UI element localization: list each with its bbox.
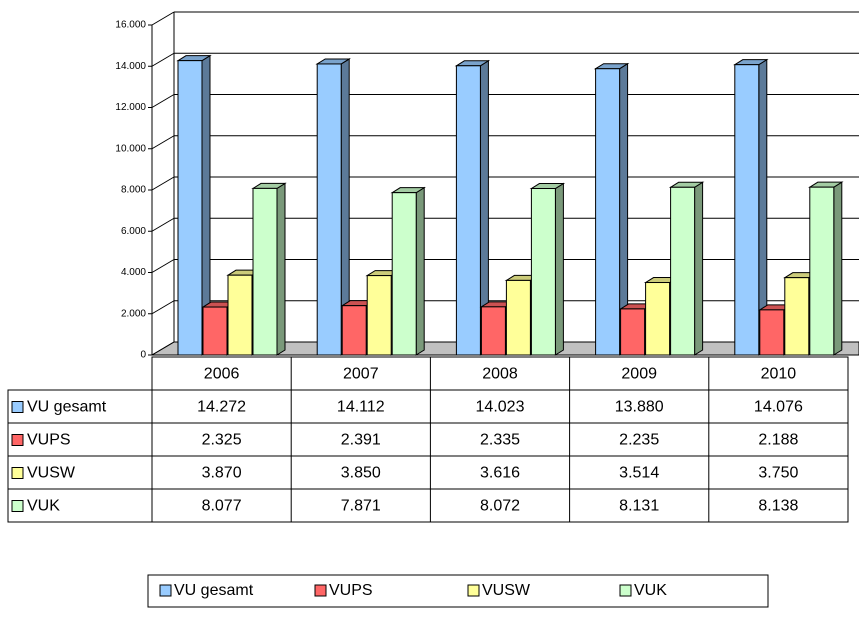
legend-swatch <box>619 584 632 597</box>
x-tick-label: 2010 <box>761 366 797 383</box>
data-label: 14.023 <box>476 399 525 416</box>
data-label: 8.072 <box>480 498 520 515</box>
y-tick-label: 0 <box>140 350 146 361</box>
x-tick-label: 2007 <box>343 366 379 383</box>
row-label: VUPS <box>27 432 71 449</box>
bar <box>252 187 278 356</box>
bar <box>202 306 228 356</box>
legend-swatch <box>11 467 24 479</box>
x-tick-label: 2008 <box>482 366 518 383</box>
bar <box>759 309 785 356</box>
grid-line <box>151 11 175 26</box>
data-label: 3.616 <box>480 465 520 482</box>
y-tick-label: 10.000 <box>115 143 146 154</box>
data-label: 8.077 <box>202 498 242 515</box>
row-label: VUSW <box>27 465 76 482</box>
bar-side <box>415 186 425 356</box>
bar <box>784 277 810 356</box>
legend-label: VUSW <box>482 582 531 599</box>
data-label: 2.391 <box>341 432 381 449</box>
bar <box>809 186 835 356</box>
bar <box>366 275 392 356</box>
legend-swatch <box>11 401 24 413</box>
bar <box>530 188 556 356</box>
x-tick-label: 2006 <box>204 366 240 383</box>
bar-side <box>554 182 564 356</box>
bar-side <box>833 181 843 356</box>
bar <box>177 60 203 356</box>
data-label: 3.850 <box>341 465 381 482</box>
data-label: 13.880 <box>615 399 664 416</box>
y-tick-label: 4.000 <box>121 267 146 278</box>
data-label: 8.138 <box>758 498 798 515</box>
bar <box>645 282 671 356</box>
data-label: 3.514 <box>619 465 659 482</box>
grid-line <box>151 94 175 108</box>
grid-line <box>151 52 175 67</box>
bar-side <box>694 181 704 356</box>
x-tick-label: 2009 <box>621 366 657 383</box>
bar <box>316 63 342 356</box>
legend-swatch <box>11 500 24 512</box>
row-label: VU gesamt <box>27 399 107 416</box>
legend-swatch <box>159 584 172 597</box>
data-label: 14.076 <box>754 399 803 416</box>
bar <box>620 308 646 356</box>
data-label: 2.335 <box>480 432 520 449</box>
legend-label: VU gesamt <box>174 582 254 599</box>
data-label: 2.235 <box>619 432 659 449</box>
legend-label: VUK <box>634 582 667 599</box>
data-label: 2.188 <box>758 432 798 449</box>
y-tick-label: 2.000 <box>121 308 146 319</box>
legend-swatch <box>467 584 480 597</box>
grid-line <box>151 341 175 356</box>
grid-line <box>151 300 175 315</box>
bar <box>505 279 531 356</box>
bar-side <box>276 182 286 356</box>
y-tick-label: 12.000 <box>115 102 146 113</box>
legend-label: VUPS <box>329 582 373 599</box>
data-label: 8.131 <box>619 498 659 515</box>
y-tick-label: 16.000 <box>115 20 146 31</box>
bar <box>455 65 481 356</box>
legend-swatch <box>11 434 24 446</box>
legend-box <box>147 574 769 608</box>
grid-line <box>151 259 175 273</box>
bar <box>670 186 696 356</box>
data-label: 3.750 <box>758 465 798 482</box>
data-label: 14.272 <box>197 399 246 416</box>
bar <box>734 64 760 356</box>
legend-swatch <box>314 584 327 597</box>
bar <box>595 68 621 356</box>
grid-line <box>151 176 175 191</box>
grid-line <box>151 217 175 232</box>
y-tick-label: 6.000 <box>121 226 146 237</box>
bar <box>341 305 367 356</box>
grid-line <box>151 135 175 150</box>
bar <box>227 274 253 356</box>
bar <box>480 306 506 356</box>
y-tick-label: 14.000 <box>115 61 146 72</box>
row-label: VUK <box>27 498 60 515</box>
data-label: 7.871 <box>341 498 381 515</box>
data-label: 2.325 <box>202 432 242 449</box>
data-label: 14.112 <box>337 399 385 416</box>
y-tick-label: 8.000 <box>121 185 146 196</box>
bar <box>391 192 417 356</box>
data-label: 3.870 <box>202 465 242 482</box>
